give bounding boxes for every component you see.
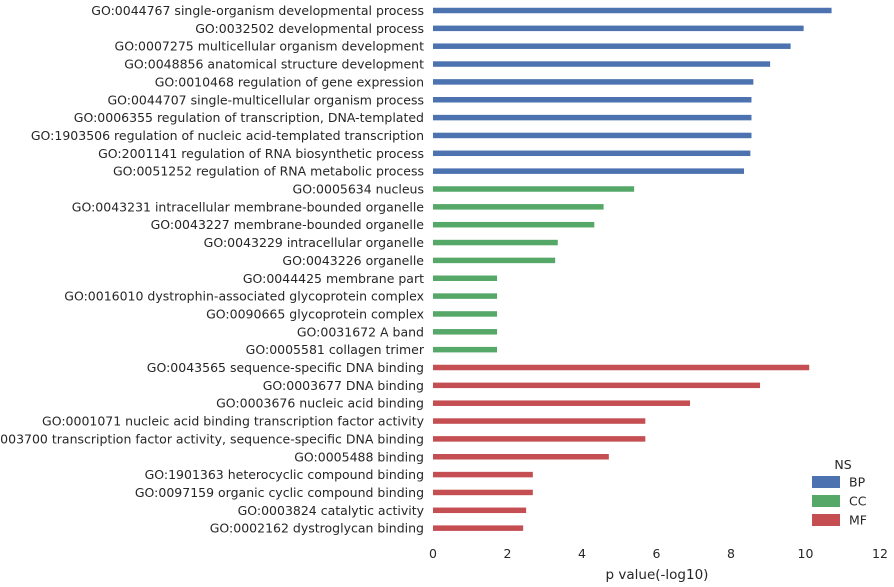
category-label: GO:0043231 intracellular membrane-bounde… — [72, 199, 425, 214]
bar-mf — [433, 454, 609, 460]
category-label: GO:1901363 heterocyclic compound binding — [145, 467, 424, 482]
bar-mf — [433, 507, 527, 514]
category-label: GO:2001141 regulation of RNA biosyntheti… — [98, 146, 424, 161]
x-tick-label: 6 — [653, 546, 661, 561]
category-label: GO:0006355 regulation of transcription, … — [74, 110, 424, 125]
category-label: GO:0003700 transcription factor activity… — [0, 431, 424, 446]
category-label: GO:0097159 organic cyclic compound bindi… — [135, 485, 424, 500]
legend-swatch-mf — [812, 514, 840, 526]
x-tick-label: 8 — [727, 546, 735, 561]
category-label: GO:0090665 glycoprotein complex — [206, 306, 424, 321]
category-label: GO:0016010 dystrophin-associated glycopr… — [64, 289, 424, 304]
x-tick-label: 0 — [429, 546, 437, 561]
legend-swatch-cc — [812, 495, 840, 507]
category-label: GO:0005488 binding — [294, 449, 424, 464]
category-label: GO:0010468 regulation of gene expression — [155, 74, 424, 89]
bar-bp — [433, 97, 752, 103]
category-label: GO:0048856 anatomical structure developm… — [124, 57, 424, 72]
bar-cc — [433, 239, 558, 246]
bar-bp — [433, 114, 752, 121]
category-label: GO:0043565 sequence-specific DNA binding — [147, 360, 424, 375]
category-label: GO:0031672 A band — [297, 324, 424, 339]
bar-bp — [433, 150, 751, 157]
bar-mf — [433, 382, 761, 389]
bar-mf — [433, 418, 646, 424]
bar-cc — [433, 346, 498, 353]
bar-mf — [433, 471, 533, 478]
category-label: GO:0044425 membrane part — [243, 271, 424, 286]
category-label: GO:0005634 nucleus — [293, 182, 424, 197]
bar-cc — [433, 257, 556, 264]
category-label: GO:0001071 nucleic acid binding transcri… — [42, 414, 425, 429]
bar-bp — [433, 7, 832, 14]
category-label: GO:0051252 regulation of RNA metabolic p… — [113, 164, 424, 179]
bar-cc — [433, 221, 595, 228]
category-labels: GO:0044767 single-organism developmental… — [0, 3, 425, 536]
category-label: GO:0043226 organelle — [282, 253, 424, 268]
legend-swatch-bp — [812, 476, 840, 488]
bar-mf — [433, 364, 810, 371]
bar-mf — [433, 525, 524, 531]
legend-label-cc: CC — [849, 494, 867, 509]
bar-mf — [433, 489, 533, 496]
x-tick-label: 2 — [504, 546, 512, 561]
bar-bp — [433, 43, 791, 49]
bars — [433, 7, 832, 531]
category-label: GO:0044767 single-organism developmental… — [91, 3, 424, 18]
bar-mf — [433, 436, 646, 442]
bar-bp — [433, 168, 745, 174]
x-tick-label: 10 — [798, 546, 814, 561]
category-label: GO:0005581 collagen trimer — [246, 342, 425, 357]
category-label: GO:0003677 DNA binding — [263, 378, 424, 393]
legend-label-mf: MF — [849, 513, 867, 528]
bar-cc — [433, 293, 498, 299]
category-label: GO:0043227 membrane-bounded organelle — [151, 217, 425, 232]
x-axis-ticks: 0 2 4 6 8 10 12 — [429, 546, 888, 561]
category-label: GO:0007275 multicellular organism develo… — [115, 39, 425, 54]
category-label: GO:0003676 nucleic acid binding — [216, 396, 424, 411]
bar-cc — [433, 329, 498, 335]
bar-cc — [433, 311, 498, 317]
x-tick-label: 12 — [872, 546, 888, 561]
category-label: GO:0044707 single-multicellular organism… — [107, 92, 424, 107]
category-label: GO:0002162 dystroglycan binding — [210, 521, 424, 536]
bar-bp — [433, 132, 752, 139]
legend: NS BP CC MF — [812, 457, 867, 528]
x-tick-label: 4 — [578, 546, 586, 561]
category-label: GO:1903506 regulation of nucleic acid-te… — [31, 128, 424, 143]
bar-bp — [433, 25, 804, 32]
category-label: GO:0032502 developmental process — [195, 21, 424, 36]
bar-cc — [433, 186, 635, 192]
bar-bp — [433, 61, 771, 67]
category-label: GO:0003824 catalytic activity — [238, 503, 425, 518]
legend-label-bp: BP — [849, 475, 866, 490]
bar-mf — [433, 400, 691, 406]
category-label: GO:0043229 intracellular organelle — [204, 235, 425, 250]
bar-cc — [433, 275, 498, 281]
bar-cc — [433, 204, 604, 210]
bar-bp — [433, 79, 754, 85]
legend-title: NS — [834, 457, 851, 472]
x-axis-label: p value(-log10) — [606, 567, 709, 583]
